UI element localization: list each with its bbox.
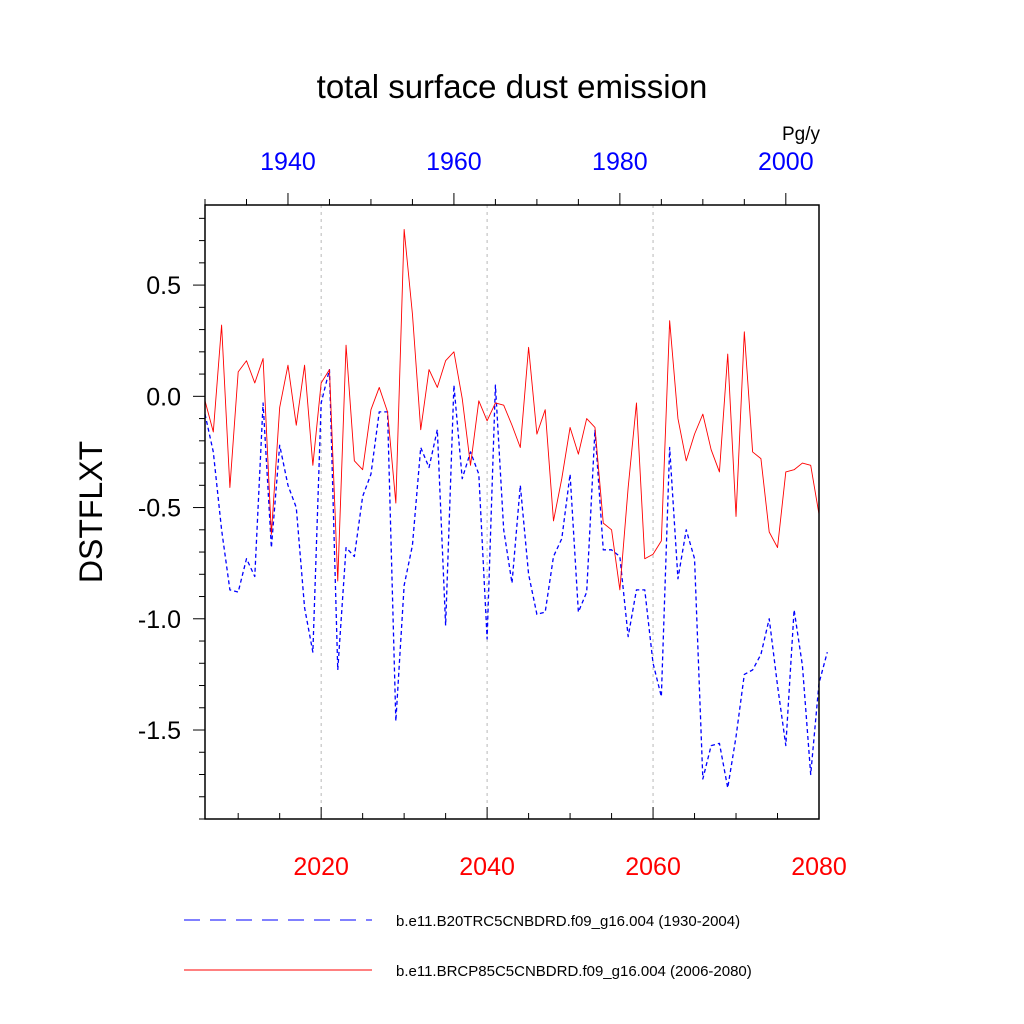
- top-tick-label: 1940: [260, 148, 316, 176]
- plot-frame: [204, 204, 820, 820]
- series-line-0: [204, 368, 828, 789]
- y-tick-label: 0.0: [146, 383, 181, 411]
- bottom-tick-label: 2080: [791, 853, 847, 881]
- top-tick-label: 1960: [426, 148, 482, 176]
- axis-ticks: [193, 193, 820, 820]
- legend-label-historical: b.e11.B20TRC5CNBDRD.f09_g16.004 (1930-20…: [396, 913, 740, 930]
- series-lines: [204, 229, 828, 789]
- top-tick-label: 2000: [758, 148, 814, 176]
- series-line-1: [204, 229, 820, 591]
- bottom-tick-label: 2020: [293, 853, 349, 881]
- y-tick-label: -1.0: [138, 606, 181, 634]
- y-tick-label: -1.5: [138, 717, 181, 745]
- y-axis-label: DSTFLXT: [73, 441, 109, 583]
- chart-title: total surface dust emission: [317, 68, 708, 105]
- y-tick-label: 0.5: [146, 272, 181, 300]
- gridlines: [320, 205, 654, 819]
- top-tick-label: 1980: [592, 148, 648, 176]
- y-tick-label: -0.5: [138, 495, 181, 523]
- tick-labels: 0.5 0.0 -0.5 -1.0 -1.5 2020 2040 2060 2080 1940 19…: [138, 148, 847, 881]
- bottom-tick-label: 2060: [625, 853, 681, 881]
- legend-label-rcp85: b.e11.BRCP85C5CNBDRD.f09_g16.004 (2006-2…: [396, 963, 752, 980]
- bottom-tick-label: 2040: [459, 853, 515, 881]
- units-label: Pg/y: [782, 124, 821, 145]
